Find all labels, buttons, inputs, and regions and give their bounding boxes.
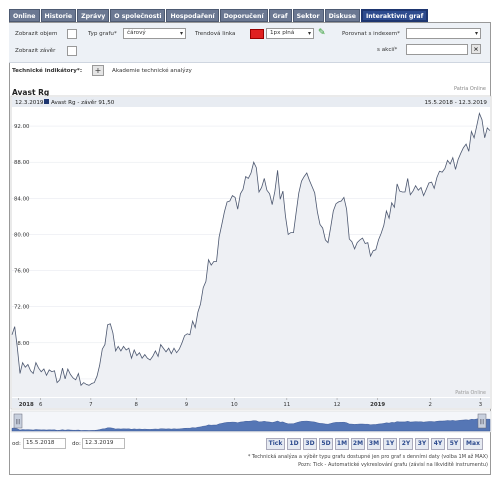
- x-tick-label: 6: [39, 402, 43, 408]
- y-tick-label: 92.00: [14, 124, 30, 130]
- tab-o-společnosti[interactable]: O společnosti: [110, 9, 166, 22]
- line-style-value: 1px plná: [270, 30, 295, 36]
- clear-compare-button[interactable]: ×: [471, 44, 481, 54]
- navigator-right-handle[interactable]: [477, 413, 487, 429]
- to-date-input[interactable]: 12.3.2019: [82, 438, 125, 449]
- legend-range: 15.5.2018 - 12.3.2019: [424, 100, 487, 106]
- x-tick-label: 2019: [370, 402, 385, 408]
- chart-type-value: čárový: [127, 30, 146, 36]
- trend-color-swatch[interactable]: [250, 29, 264, 39]
- price-line: [11, 112, 491, 387]
- legend-series: Avast Rg - závěr 91,50: [51, 99, 115, 106]
- tab-sektor[interactable]: Sektor: [292, 9, 324, 22]
- compare-index-select[interactable]: ▾: [406, 28, 481, 39]
- grip-icon: |||: [15, 419, 20, 425]
- show-close-checkbox[interactable]: [67, 46, 77, 56]
- source-label-top: Patria Online: [453, 86, 486, 92]
- tab-historie[interactable]: Historie: [40, 9, 77, 22]
- from-date-input[interactable]: 15.5.2018: [23, 438, 66, 449]
- range-button-1m[interactable]: 1M: [335, 438, 349, 450]
- y-tick-label: 88.00: [14, 160, 30, 166]
- range-button-3y[interactable]: 3Y: [415, 438, 429, 450]
- range-button-5y[interactable]: 5Y: [447, 438, 461, 450]
- chart-controls: Zobrazit objem Zobrazit závěr Typ grafu*…: [9, 23, 490, 63]
- compare-index-label: Porovnat s indexem*: [342, 31, 400, 37]
- show-volume-checkbox[interactable]: [67, 29, 77, 39]
- compare-stock-input[interactable]: [406, 44, 468, 55]
- legend-swatch: [44, 99, 49, 104]
- x-axis: 2018 6 7 8 9 10 11 12 2019 2 3: [18, 398, 482, 408]
- x-tick-label: 12: [334, 402, 341, 408]
- y-tick-label: 76.00: [14, 269, 30, 275]
- range-button-max[interactable]: Max: [463, 438, 483, 450]
- from-label: od:: [12, 441, 21, 447]
- note-technical: * Technická analýza a výběr typu grafu d…: [247, 454, 488, 460]
- x-tick-label: 9: [185, 402, 189, 408]
- range-button-3d[interactable]: 3D: [303, 438, 317, 450]
- range-button-tick[interactable]: Tick: [266, 438, 285, 450]
- tab-bar: Online Historie Zprávy O společnosti Hospoda…: [9, 9, 429, 22]
- legend-date: 12.3.2019: [15, 100, 44, 106]
- tab-interaktivní-graf[interactable]: Interaktivní graf: [360, 9, 429, 22]
- x-tick-label: 7: [89, 402, 92, 408]
- range-button-4y[interactable]: 4Y: [431, 438, 445, 450]
- chevron-down-icon: ▾: [474, 30, 478, 37]
- x-tick-label: 2018: [19, 402, 34, 408]
- range-button-2m[interactable]: 2M: [351, 438, 365, 450]
- x-tick-label: 11: [283, 402, 290, 408]
- tab-diskuse[interactable]: Diskuse: [324, 9, 360, 22]
- chevron-down-icon: ▾: [307, 30, 311, 37]
- stock-title: Avast Rg: [12, 88, 50, 97]
- pencil-icon[interactable]: ✎: [318, 28, 326, 38]
- x-tick-label: 8: [135, 402, 139, 408]
- to-label: do:: [72, 441, 81, 447]
- range-button-2y[interactable]: 2Y: [399, 438, 413, 450]
- line-style-select[interactable]: 1px plná ▾: [266, 28, 314, 39]
- tab-doporučení[interactable]: Doporučení: [219, 9, 268, 22]
- chart-legend-bar: [12, 97, 490, 107]
- y-tick-label: 72.00: [14, 305, 30, 311]
- y-tick-label: 84.00: [14, 196, 30, 202]
- navigator-series: [11, 418, 491, 432]
- note-tick: Pozn: Tick - Automatické vykreslování gr…: [298, 462, 488, 468]
- add-indicator-button[interactable]: +: [92, 65, 104, 76]
- trend-line-label: Trendová linka: [195, 31, 236, 37]
- price-area: [12, 113, 490, 398]
- show-close-label: Zobrazit závěr: [15, 48, 56, 54]
- navigator-left-handle[interactable]: [13, 413, 23, 429]
- range-button-1d[interactable]: 1D: [287, 438, 301, 450]
- x-axis-bar: [12, 398, 490, 408]
- range-button-5d[interactable]: 5D: [319, 438, 333, 450]
- range-button-1y[interactable]: 1Y: [383, 438, 397, 450]
- tab-zprávy[interactable]: Zprávy: [77, 9, 110, 22]
- grip-icon: |||: [479, 419, 484, 425]
- tab-graf[interactable]: Graf: [268, 9, 292, 22]
- source-label-bottom: Patria Online: [455, 390, 486, 396]
- chart-type-select[interactable]: čárový ▾: [123, 28, 186, 39]
- academy-link[interactable]: Akademie technické analýzy: [112, 68, 192, 74]
- x-tick-label: 10: [231, 402, 238, 408]
- chart-type-label: Typ grafu*: [88, 31, 117, 37]
- x-tick-label: 3: [479, 402, 482, 408]
- technical-indicators-label: Technické indikátory*:: [12, 68, 83, 74]
- chevron-down-icon: ▾: [179, 30, 183, 37]
- tab-hospodaření[interactable]: Hospodaření: [166, 9, 219, 22]
- range-button-3m[interactable]: 3M: [367, 438, 381, 450]
- show-volume-label: Zobrazit objem: [15, 31, 58, 37]
- compare-stock-label: s akcií*: [377, 47, 398, 53]
- y-tick-label: 68.00: [14, 341, 30, 347]
- x-tick-label: 2: [429, 402, 432, 408]
- tab-online[interactable]: Online: [9, 9, 40, 22]
- y-tick-label: 80.00: [14, 232, 30, 238]
